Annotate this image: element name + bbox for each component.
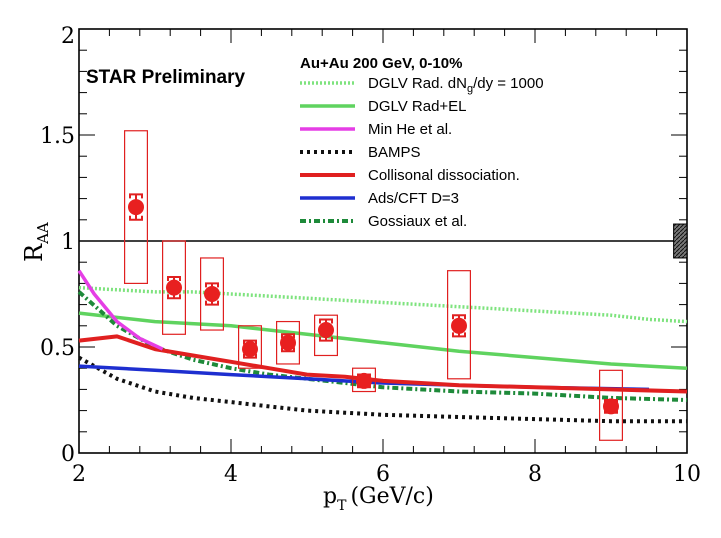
y-axis-label: RAA <box>20 222 52 262</box>
x-axis-label-main: p <box>323 484 337 509</box>
data-point <box>603 398 619 415</box>
legend-label-colldiss: Collisonal dissociation. <box>368 167 520 184</box>
legend: DGLV Rad. dNg/dy = 1000 DGLV Rad+EL Min He… <box>300 75 544 230</box>
sys-box <box>238 325 263 369</box>
legend-label-minhe: Min He et al. <box>368 121 452 138</box>
data-point <box>280 334 296 351</box>
stat-error-cap <box>167 276 181 300</box>
sys-box <box>200 257 225 331</box>
y-axis-label-main: R <box>20 243 48 262</box>
legend-label-bamps: BAMPS <box>368 144 421 161</box>
global-uncertainty-box <box>673 223 688 259</box>
axis-tick-labels: 2 4 6 8 10 0 0.5 1 1.5 2 <box>40 24 701 487</box>
data-point <box>318 322 334 339</box>
x-tick-label: 8 <box>528 462 542 487</box>
x-axis-label-unit: (GeV/c) <box>350 484 433 509</box>
sys-box <box>276 320 301 365</box>
watermark-text: STAR Preliminary <box>86 67 246 88</box>
curve-bamps <box>78 355 687 424</box>
stat-error-cap <box>205 282 219 306</box>
y-tick-label: 1.5 <box>40 124 75 149</box>
sys-box <box>162 240 187 335</box>
legend-label-dglv1000: DGLV Rad. dNg/dy = 1000 <box>368 75 544 95</box>
y-tick-label: 0.5 <box>40 336 75 361</box>
sys-box <box>352 367 377 393</box>
legend-label-gossiaux: Gossiaux et al. <box>368 213 467 230</box>
x-tick-label: 10 <box>673 462 701 487</box>
data-point <box>451 317 467 334</box>
legend-header: Au+Au 200 GeV, 0-10% <box>300 55 462 72</box>
y-tick-label: 0 <box>61 442 75 467</box>
curve-minhe <box>77 269 164 351</box>
x-axis-label: pT (GeV/c) <box>323 484 434 514</box>
data-points <box>123 130 623 441</box>
stat-error-cap <box>319 318 333 342</box>
x-tick-label: 2 <box>72 462 86 487</box>
y-tick-label: 2 <box>61 24 75 49</box>
sys-box <box>598 369 623 441</box>
data-point <box>242 341 258 358</box>
y-axis-label-sub: AA <box>34 222 52 245</box>
x-tick-label: 4 <box>224 462 238 487</box>
x-axis-label-sub: T <box>337 498 347 514</box>
stat-error-cap <box>452 314 466 338</box>
data-point <box>128 199 144 216</box>
data-point <box>166 279 182 296</box>
sys-box <box>314 314 339 357</box>
stat-error-cap <box>281 333 295 353</box>
x-tick-label: 6 <box>376 462 390 487</box>
legend-label-adscft: Ads/CFT D=3 <box>368 190 459 207</box>
legend-label-dglvradel: DGLV Rad+EL <box>368 98 467 115</box>
sys-box <box>447 270 472 380</box>
data-point <box>204 286 220 302</box>
stat-error-cap <box>243 339 257 359</box>
stat-error-cap <box>129 193 143 221</box>
sys-box <box>123 130 148 284</box>
curve-dglvradel <box>78 311 688 370</box>
data-point <box>356 372 372 389</box>
y-tick-label: 1 <box>61 230 75 255</box>
theory-curves <box>77 223 688 424</box>
